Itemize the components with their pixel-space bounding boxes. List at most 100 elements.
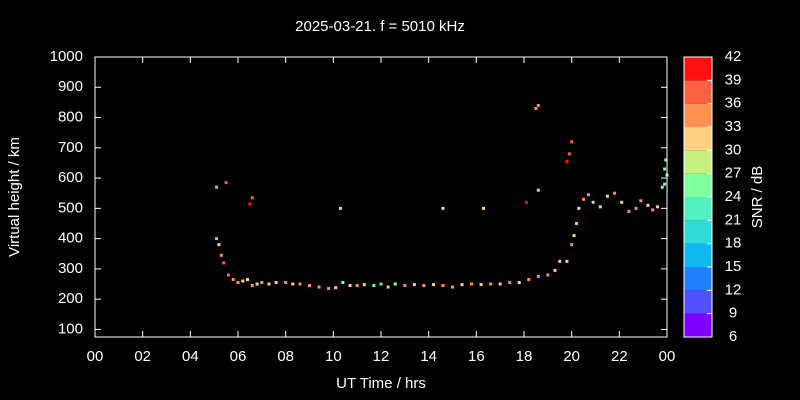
y-tick-label: 100 <box>58 320 83 337</box>
point <box>338 206 342 210</box>
point <box>215 185 219 189</box>
point <box>348 284 352 288</box>
point <box>527 277 531 281</box>
point <box>327 287 331 291</box>
point <box>460 283 464 287</box>
point <box>498 282 502 286</box>
point <box>284 281 288 285</box>
point <box>553 268 557 272</box>
y-tick-label: 200 <box>58 290 83 307</box>
colorbar-tick-label: 42 <box>725 48 742 65</box>
point <box>317 285 321 289</box>
x-tick-label: 00 <box>659 348 676 365</box>
colorbar-tick-label: 12 <box>725 281 742 298</box>
point <box>536 188 540 192</box>
point <box>646 203 650 207</box>
point <box>613 191 617 195</box>
x-tick-label: 02 <box>134 348 151 365</box>
point <box>524 200 528 204</box>
colorbar-tick-label: 9 <box>729 305 737 322</box>
colorbar-tick-label: 36 <box>725 95 742 112</box>
x-tick-label: 20 <box>563 348 580 365</box>
point <box>441 206 445 210</box>
point <box>222 261 226 265</box>
point <box>255 282 259 286</box>
point <box>246 277 250 281</box>
colorbar-band <box>684 103 712 127</box>
point <box>508 281 512 285</box>
point <box>567 152 571 156</box>
x-tick-label: 00 <box>87 348 104 365</box>
colorbar-tick-label: 18 <box>725 235 742 252</box>
x-tick-label: 22 <box>611 348 628 365</box>
colorbar-tick-label: 24 <box>725 188 742 205</box>
colorbar-band <box>684 220 712 244</box>
colorbar-band <box>684 127 712 151</box>
point <box>334 286 338 290</box>
x-tick-label: 12 <box>373 348 390 365</box>
point <box>663 182 667 186</box>
point <box>298 282 302 286</box>
point <box>393 282 397 286</box>
y-axis-label: Virtual height / km <box>6 137 23 257</box>
colorbar-band <box>684 267 712 291</box>
point <box>291 282 295 286</box>
point <box>598 205 602 209</box>
point <box>534 106 538 110</box>
point <box>565 159 569 163</box>
point <box>655 205 659 209</box>
y-tick-label: 900 <box>58 78 83 95</box>
y-tick-label: 800 <box>58 109 83 126</box>
point <box>565 259 569 263</box>
point <box>570 140 574 144</box>
point <box>412 283 416 287</box>
colorbar-tick-label: 21 <box>725 211 742 228</box>
point <box>362 283 366 287</box>
point <box>582 197 586 201</box>
colorbar-band <box>684 173 712 197</box>
point <box>355 284 359 288</box>
point <box>403 284 407 288</box>
point <box>250 284 254 288</box>
point <box>236 281 240 285</box>
point <box>226 273 230 277</box>
x-tick-label: 14 <box>420 348 437 365</box>
point <box>660 185 664 189</box>
point <box>422 284 426 288</box>
point <box>231 277 235 281</box>
colorbar-tick-label: 33 <box>725 118 742 135</box>
x-tick-label: 10 <box>325 348 342 365</box>
point <box>451 285 454 289</box>
colorbar-band <box>684 80 712 104</box>
colorbar-band <box>684 57 712 81</box>
point <box>639 199 643 203</box>
colorbar-tick-label: 27 <box>725 165 742 182</box>
colorbar-band <box>684 313 712 337</box>
point <box>536 103 540 107</box>
colorbar-tick-label: 39 <box>725 71 742 88</box>
colorbar-label: SNR / dB <box>749 166 766 229</box>
point <box>572 234 576 238</box>
point <box>241 279 245 283</box>
point <box>217 243 221 247</box>
point <box>470 282 474 286</box>
point <box>379 282 383 286</box>
colorbar-tick-label: 6 <box>729 328 737 345</box>
x-tick-label: 06 <box>230 348 247 365</box>
x-tick-label: 18 <box>516 348 533 365</box>
colorbar-band <box>684 197 712 221</box>
point <box>441 284 445 288</box>
point <box>605 194 609 198</box>
point <box>481 206 485 210</box>
colorbar-tick-label: 15 <box>725 258 742 275</box>
point <box>517 281 521 285</box>
y-tick-label: 1000 <box>50 48 83 65</box>
x-tick-label: 04 <box>182 348 199 365</box>
point <box>591 200 595 204</box>
y-tick-label: 500 <box>58 199 83 216</box>
point <box>372 284 376 288</box>
point <box>546 273 550 277</box>
colorbar-tick-label: 30 <box>725 141 742 158</box>
